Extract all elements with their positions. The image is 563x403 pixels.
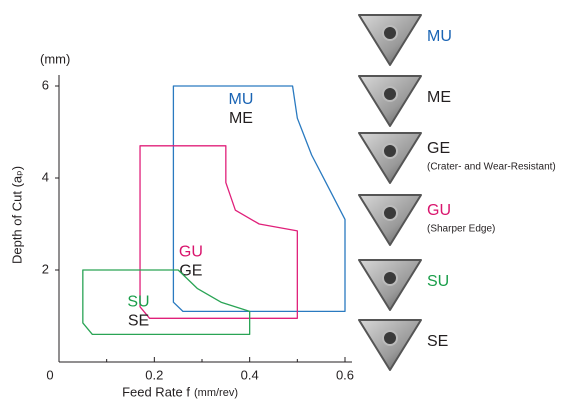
region-label: GU — [179, 243, 203, 260]
insert-label: MU — [427, 28, 452, 45]
region — [139, 145, 298, 319]
x-tick-label: 0.4 — [241, 367, 259, 382]
insert-note: (Sharper Edge) — [427, 224, 495, 235]
y-unit: (mm) — [40, 51, 70, 66]
x-tick-label: 0 — [46, 367, 53, 382]
x-axis-unit: (mm/rev) — [194, 387, 238, 399]
insert-hole — [382, 86, 398, 102]
insert-hole — [382, 143, 398, 159]
region-label: SU — [127, 293, 149, 310]
insert-hole — [382, 205, 398, 221]
insert-hole — [382, 25, 398, 41]
region-label: MU — [229, 91, 254, 108]
x-tick-label: 0.2 — [145, 367, 163, 382]
y-axis-label: Depth of Cut (aₚ) — [9, 166, 24, 264]
region-label: ME — [229, 110, 253, 127]
region-label: SE — [128, 312, 149, 329]
x-axis-label: Feed Rate f — [122, 384, 190, 399]
insert-label: ME — [427, 89, 451, 106]
insert-label: SE — [427, 333, 448, 350]
insert-hole — [382, 270, 398, 286]
insert-note: (Crater- and Wear-Resistant) — [427, 162, 556, 173]
insert-label: GE — [427, 140, 450, 157]
insert-label: GU — [427, 202, 451, 219]
y-tick-label: 6 — [42, 77, 49, 92]
region-label: GE — [179, 262, 202, 279]
region — [82, 269, 251, 336]
y-tick-label: 4 — [42, 169, 49, 184]
y-tick-label: 2 — [42, 261, 49, 276]
insert-hole — [382, 330, 398, 346]
insert-label: SU — [427, 273, 449, 290]
region — [172, 85, 346, 313]
x-tick-label: 0.6 — [336, 367, 354, 382]
